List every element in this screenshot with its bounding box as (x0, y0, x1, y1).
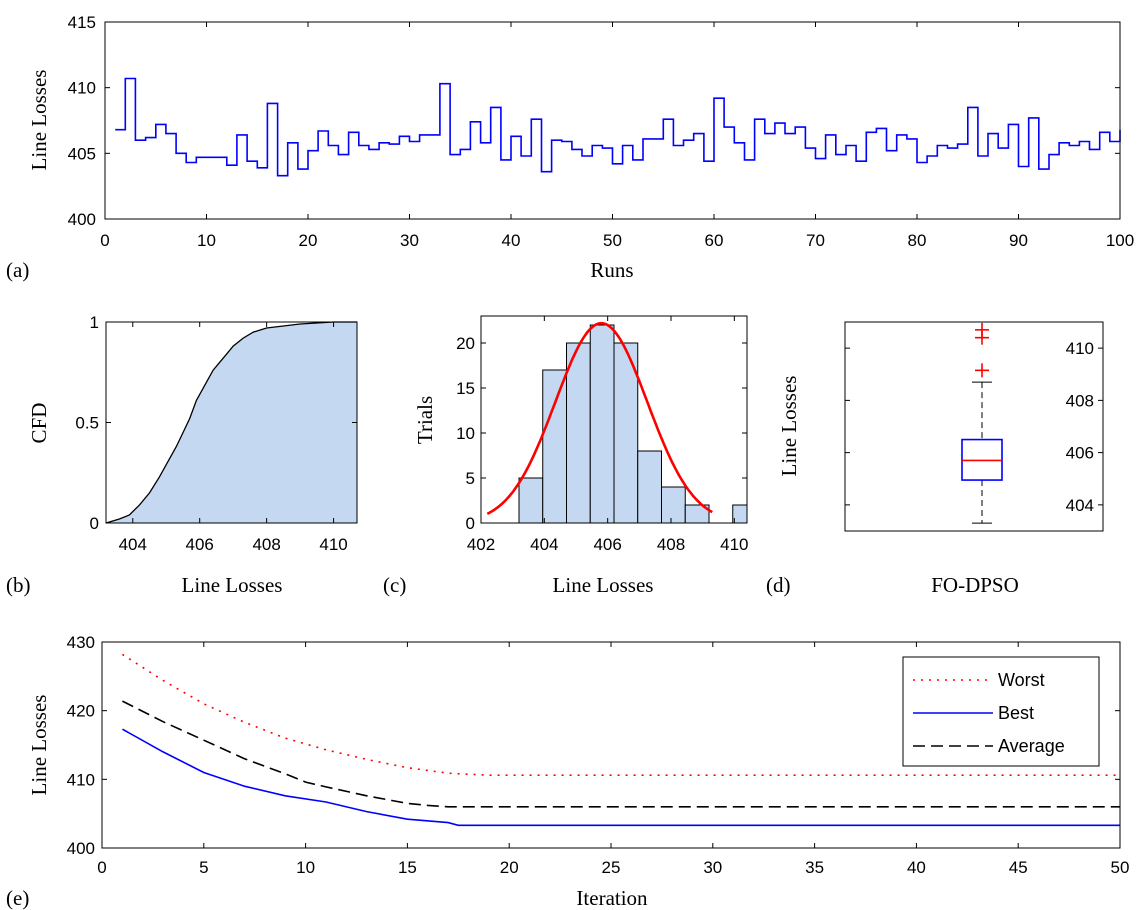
c-ytick-label-3: 15 (456, 379, 475, 398)
e-y-axis-label: Line Losses (27, 695, 51, 796)
histogram-bar-6 (661, 486, 686, 524)
d-frame (844, 321, 1104, 532)
c-ytick-label-0: 0 (466, 514, 475, 533)
legend-label-average: Average (998, 736, 1065, 756)
a-ytick-label-2: 410 (68, 79, 96, 98)
c-xtick-label-1: 404 (530, 535, 558, 554)
panel-a-runs-chart: 0 10 20 30 40 50 60 70 80 90 100 400 405 410 415 Runs Li… (27, 13, 1134, 282)
legend-box (902, 656, 1100, 767)
a-x-axis-label: Runs (590, 258, 633, 282)
d-ytick-label-3: 410 (1066, 339, 1094, 358)
e-xtick-label-5: 25 (602, 858, 621, 877)
a-xtick-label-8: 80 (908, 231, 927, 250)
b-ytick-label-1: 0.5 (75, 414, 99, 433)
legend-label-worst: Worst (998, 670, 1045, 690)
e-ytick-label-2: 420 (67, 702, 95, 721)
c-ytick-label-4: 20 (456, 334, 475, 353)
c-xtick-label-4: 410 (720, 535, 748, 554)
b-ytick-label-2: 1 (90, 313, 99, 332)
legend: Worst Best Average (902, 656, 1100, 767)
c-frame (480, 315, 748, 524)
histogram-bar-5 (637, 450, 662, 524)
b-xtick-label-1: 406 (186, 535, 214, 554)
cfd-line (105, 321, 357, 524)
a-xtick-label-1: 10 (197, 231, 216, 250)
e-xtick-label-9: 45 (1009, 858, 1028, 877)
histogram-bar-9 (732, 504, 748, 524)
e-xtick-label-8: 40 (907, 858, 926, 877)
a-xtick-label-9: 90 (1009, 231, 1028, 250)
b-y-axis-label: CFD (27, 403, 51, 444)
d-ytick-label-0: 404 (1066, 496, 1094, 515)
d-y-axis-label: Line Losses (777, 376, 801, 477)
histogram-bar-3 (589, 324, 615, 524)
e-xtick-label-4: 20 (500, 858, 519, 877)
e-xtick-label-7: 35 (805, 858, 824, 877)
panel-d-boxplot-chart: 404 406 408 410 FO-DPSO Line Losses (777, 321, 1104, 597)
b-xtick-label-0: 404 (119, 535, 147, 554)
c-xtick-label-3: 408 (657, 535, 685, 554)
panel-a-letter: (a) (6, 258, 29, 282)
a-y-axis-label: Line Losses (27, 70, 51, 171)
b-xtick-label-3: 410 (319, 535, 347, 554)
c-y-axis-label: Trials (413, 396, 437, 444)
series-average-line (122, 700, 1120, 808)
series-best-line (122, 728, 1120, 827)
b-x-axis-label: Line Losses (182, 573, 283, 597)
d-ytick-label-1: 406 (1066, 444, 1094, 463)
panel-e-letter: (e) (6, 886, 29, 910)
histogram-bar-0 (518, 477, 544, 524)
runs-series-line (115, 77, 1121, 177)
a-ytick-label-1: 405 (68, 144, 96, 163)
histogram-bar-2 (566, 342, 591, 524)
e-xtick-label-10: 50 (1111, 858, 1130, 877)
e-xtick-label-0: 0 (97, 858, 106, 877)
c-ytick-label-2: 10 (456, 424, 475, 443)
b-ytick-label-0: 0 (90, 514, 99, 533)
panel-b-letter: (b) (6, 573, 31, 597)
c-x-axis-label: Line Losses (553, 573, 654, 597)
e-xtick-label-6: 30 (703, 858, 722, 877)
cfd-area (106, 322, 357, 523)
d-x-axis-label: FO-DPSO (931, 573, 1019, 597)
b-xtick-label-2: 408 (252, 535, 280, 554)
c-ytick-label-1: 5 (466, 469, 475, 488)
a-xtick-label-2: 20 (299, 231, 318, 250)
legend-label-best: Best (998, 703, 1034, 723)
c-xtick-label-2: 406 (593, 535, 621, 554)
e-ytick-label-3: 430 (67, 633, 95, 652)
a-xtick-label-0: 0 (100, 231, 109, 250)
a-ytick-label-3: 415 (68, 13, 96, 32)
d-ytick-label-2: 408 (1066, 391, 1094, 410)
e-ytick-label-1: 410 (67, 770, 95, 789)
a-xtick-label-10: 100 (1106, 231, 1134, 250)
normal-fit-curve (486, 321, 713, 515)
panel-e-convergence-chart: 0 5 10 15 20 25 30 35 40 45 50 400 410 420 430 Iteratio… (27, 633, 1129, 910)
e-ytick-label-0: 400 (67, 839, 95, 858)
panel-c-letter: (c) (383, 573, 406, 597)
panel-b-cfd-chart: 404 406 408 410 0 0.5 1 Line Losses CFD (27, 313, 358, 597)
e-xtick-label-1: 5 (199, 858, 208, 877)
c-xtick-label-0: 402 (467, 535, 495, 554)
e-xtick-label-3: 15 (398, 858, 417, 877)
a-xtick-label-5: 50 (603, 231, 622, 250)
a-xtick-label-4: 40 (502, 231, 521, 250)
panel-c-histogram-chart: 402 404 406 408 410 0 5 10 15 20 Line Losses Trials (413, 315, 749, 597)
panel-d-letter: (d) (766, 573, 791, 597)
e-x-axis-label: Iteration (576, 886, 648, 910)
a-ytick-label-0: 400 (68, 210, 96, 229)
a-xtick-label-6: 60 (705, 231, 724, 250)
e-xtick-label-2: 10 (296, 858, 315, 877)
histogram-bar-1 (542, 369, 567, 524)
a-xtick-label-7: 70 (806, 231, 825, 250)
series-worst-line (121, 653, 1120, 776)
a-xtick-label-3: 30 (400, 231, 419, 250)
